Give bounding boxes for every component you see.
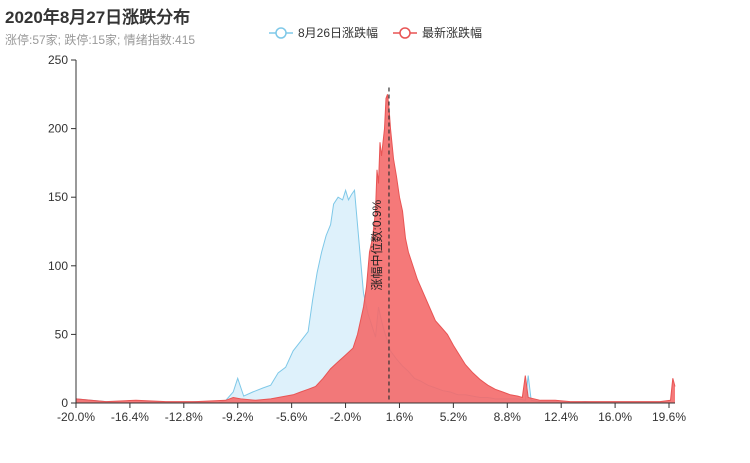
x-tick-label: 19.6% [652, 410, 686, 424]
x-tick-label: -20.0% [57, 410, 95, 424]
y-tick-label: 0 [61, 396, 68, 410]
x-tick-label: -5.6% [276, 410, 308, 424]
x-tick-label: 5.2% [440, 410, 468, 424]
legend: 8月26日涨跌幅 最新涨跌幅 [269, 25, 482, 40]
y-tick-label: 250 [48, 53, 68, 67]
median-label: 涨幅中位数:0.9% [369, 199, 384, 290]
x-tick-label: -2.0% [330, 410, 362, 424]
series-line-2 [75, 94, 676, 403]
chart-subtitle: 涨停:57家; 跌停:15家; 情绪指数:415 [5, 33, 196, 47]
legend-item-series-2[interactable]: 最新涨跌幅 [393, 25, 482, 40]
x-tick-label: -9.2% [222, 410, 254, 424]
y-tick-label: 50 [55, 327, 69, 341]
legend-marker-series-1 [275, 27, 287, 39]
x-tick-label: 8.8% [494, 410, 522, 424]
chart-title: 2020年8月27日涨跌分布 [5, 8, 191, 27]
y-tick-label: 200 [48, 122, 68, 136]
x-tick-label: -16.4% [111, 410, 149, 424]
axes: 0 50 100 150 200 250 -20.0% -16.4% -12.8% -9.2% -5… [48, 53, 686, 424]
y-tick-label: 100 [48, 259, 68, 273]
legend-label-series-1: 8月26日涨跌幅 [298, 25, 378, 40]
series-area-2 [76, 94, 675, 404]
x-tick-label: 12.4% [544, 410, 578, 424]
legend-label-series-2: 最新涨跌幅 [422, 25, 482, 40]
x-tick-label: -12.8% [165, 410, 203, 424]
plot-area: 涨幅中位数:0.9% [75, 87, 676, 404]
legend-item-series-1[interactable]: 8月26日涨跌幅 [269, 25, 378, 40]
legend-marker-series-2 [399, 27, 411, 39]
x-tick-label: 1.6% [386, 410, 414, 424]
y-tick-label: 150 [48, 190, 68, 204]
x-tick-label: 16.0% [598, 410, 632, 424]
